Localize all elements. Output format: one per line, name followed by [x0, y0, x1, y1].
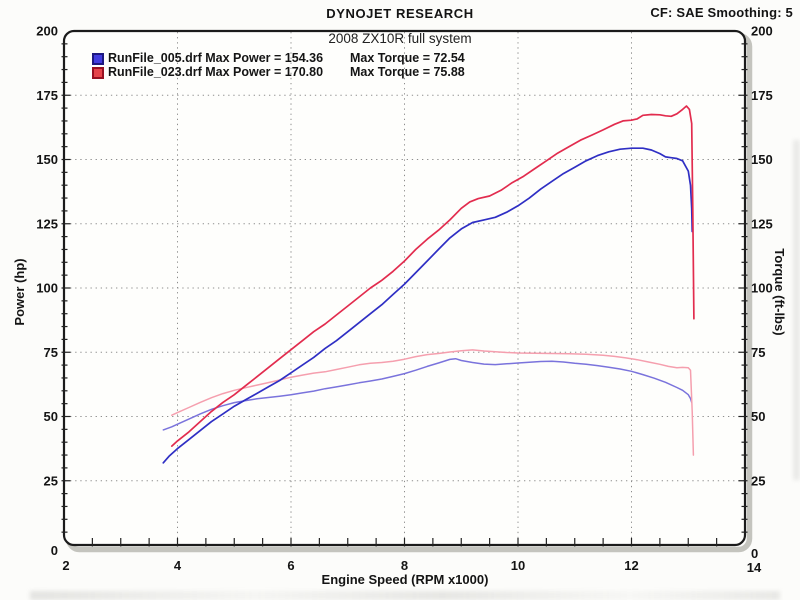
dyno-curves: [162, 105, 695, 464]
y-tick-label-left: 0: [51, 543, 58, 558]
legend-run-power-label: RunFile_005.drf Max Power = 154.36: [108, 51, 324, 65]
y-tick-label-right: 0: [751, 546, 758, 561]
y-tick-label-right: 125: [751, 216, 773, 231]
y-tick-label-left: 100: [36, 281, 58, 296]
y-tick-label-left: 75: [44, 345, 58, 360]
chart-subtitle: 2008 ZX10R full system: [328, 31, 472, 46]
gridlines: [65, 32, 744, 544]
x-tick-label: 2: [62, 558, 69, 573]
legend-torque-label: Max Torque = 72.54: [350, 51, 465, 65]
y-axis-label-left: Power (hp): [12, 258, 27, 325]
y-tick-label-left: 175: [36, 88, 58, 103]
x-tick-label: 12: [624, 558, 638, 573]
chart-title: DYNOJET RESEARCH: [326, 6, 474, 21]
y-tick-label-right: 25: [751, 473, 765, 488]
scan-artifact-right: [793, 140, 800, 480]
y-tick-label-right: 75: [751, 345, 765, 360]
x-tick-label: 4: [174, 558, 182, 573]
x-tick-label: 10: [511, 558, 525, 573]
y-tick-label-left: 25: [44, 473, 58, 488]
y-tick-label-left: 50: [44, 409, 58, 424]
y-tick-label-left: 200: [36, 24, 58, 39]
y-tick-label-right: 200: [751, 24, 773, 39]
y-tick-label-right: 150: [751, 152, 773, 167]
curve-runfile-005-power: [162, 147, 694, 464]
x-axis-label: Engine Speed (RPM x1000): [322, 572, 489, 587]
y-tick-label-right: 100: [751, 281, 773, 296]
curve-runfile-005-torque: [162, 357, 693, 431]
legend-run-power-label: RunFile_023.drf Max Power = 170.80: [108, 65, 324, 79]
tick-labels: 2 4 6 8 10 12 14 200 200 175 175 150 150 125 125 100 100…: [36, 24, 772, 576]
x-tick-label: 8: [401, 558, 408, 573]
y-tick-label-left: 150: [36, 152, 58, 167]
y-tick-label-right: 175: [751, 88, 773, 103]
scan-artifact-bottom: [30, 591, 780, 600]
x-tick-label: 6: [287, 558, 294, 573]
y-axis-label-right: Torque (ft-lbs): [772, 248, 787, 335]
y-tick-label-left: 125: [36, 216, 58, 231]
curve-runfile-023-torque: [171, 349, 695, 456]
legend-swatch-red: [92, 67, 104, 79]
axis-ticks: [61, 43, 748, 547]
y-tick-label-right: 50: [751, 409, 765, 424]
legend-torque-label: Max Torque = 75.88: [350, 65, 465, 79]
curve-runfile-023-power: [170, 105, 695, 447]
legend-swatch-blue: [92, 53, 104, 65]
correction-smoothing-info: CF: SAE Smoothing: 5: [650, 5, 793, 20]
x-tick-label: 14: [747, 560, 762, 575]
